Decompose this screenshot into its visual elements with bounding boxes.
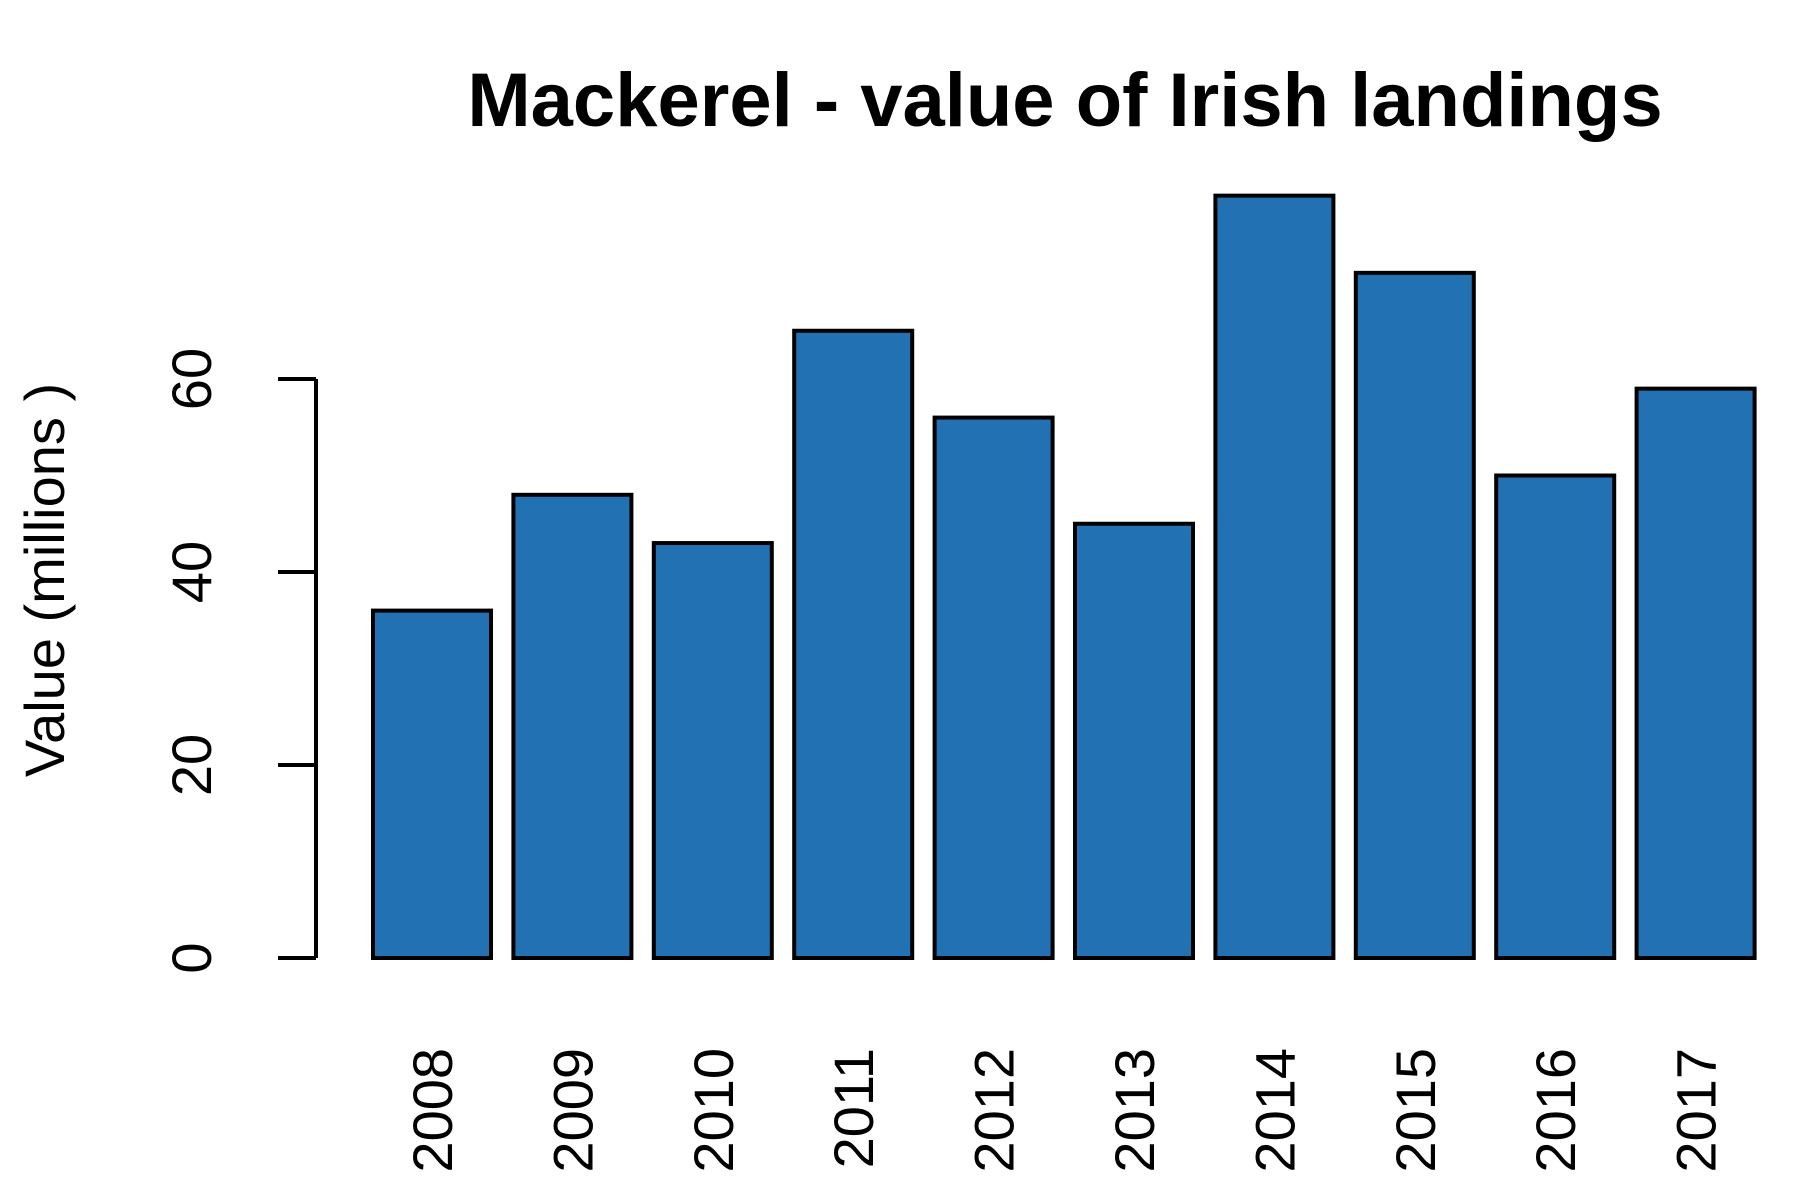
- x-tick-label: 2016: [1524, 1048, 1587, 1173]
- y-tick-label: 60: [160, 348, 223, 410]
- x-tick-label: 2010: [682, 1048, 745, 1173]
- bars: [371, 193, 1757, 961]
- y-tick-label: 20: [160, 734, 223, 796]
- x-tick-label: 2015: [1384, 1048, 1447, 1173]
- y-axis: 0 20 40 60: [160, 348, 318, 974]
- bar-2016: [1494, 473, 1617, 960]
- bar-2014: [1213, 193, 1336, 960]
- bar-2015: [1353, 270, 1476, 961]
- bar-2017: [1634, 386, 1757, 960]
- y-axis-label: Value (millions ): [13, 383, 76, 777]
- bar-2009: [511, 492, 634, 960]
- x-tick-label: 2008: [401, 1048, 464, 1173]
- x-tick-label: 2012: [963, 1048, 1026, 1173]
- x-tick-label: 2013: [1103, 1048, 1166, 1173]
- x-tick-labels: 2008 2009 2010 2011 2012 2013 2014 2015 2016 2017: [401, 1048, 1728, 1173]
- x-tick-label: 2014: [1243, 1048, 1306, 1173]
- x-tick-label: 2009: [541, 1048, 604, 1173]
- x-tick-label: 2017: [1665, 1048, 1728, 1173]
- bar-2010: [651, 541, 774, 960]
- bar-2011: [792, 328, 915, 960]
- y-tick-label: 40: [160, 541, 223, 603]
- x-tick-label: 2011: [822, 1048, 885, 1168]
- bar-2013: [1073, 521, 1195, 960]
- bar-2008: [371, 608, 493, 960]
- chart-title: Mackerel - value of Irish landings: [467, 58, 1662, 143]
- bar-2012: [932, 415, 1055, 961]
- y-tick-label: 0: [160, 942, 223, 973]
